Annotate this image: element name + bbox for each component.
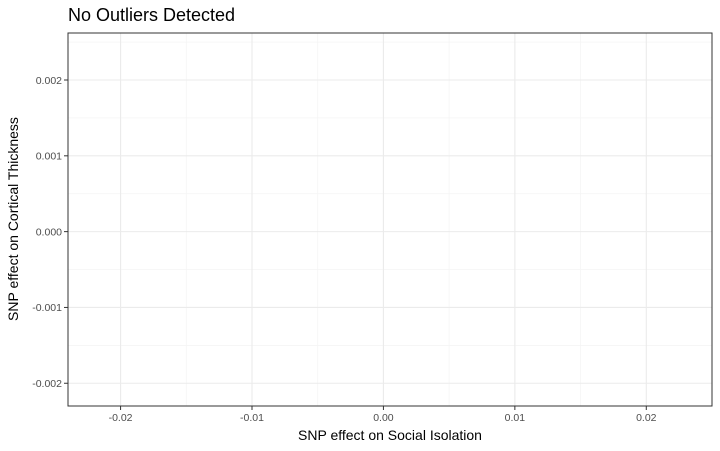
y-axis-title: SNP effect on Cortical Thickness <box>5 117 21 321</box>
y-axis: 0.002 0.001 0.000 -0.001 -0.002 <box>32 75 68 390</box>
x-tick-label: 0.00 <box>373 412 394 424</box>
x-tick-label: 0.01 <box>505 412 526 424</box>
grid-lines <box>68 33 712 406</box>
y-tick-label: -0.001 <box>32 302 62 314</box>
y-tick-label: 0.001 <box>36 151 62 163</box>
x-axis-title: SNP effect on Social Isolation <box>298 427 482 443</box>
x-tick-label: -0.02 <box>109 412 133 424</box>
x-tick-label: -0.01 <box>240 412 264 424</box>
chart-title: No Outliers Detected <box>68 5 235 25</box>
y-tick-label: 0.000 <box>36 226 62 238</box>
x-axis: -0.02 -0.01 0.00 0.01 0.02 <box>109 406 657 424</box>
y-tick-label: 0.002 <box>36 75 62 87</box>
plot-panel-border <box>67 32 713 407</box>
x-tick-label: 0.02 <box>636 412 657 424</box>
y-tick-label: -0.002 <box>32 378 62 390</box>
